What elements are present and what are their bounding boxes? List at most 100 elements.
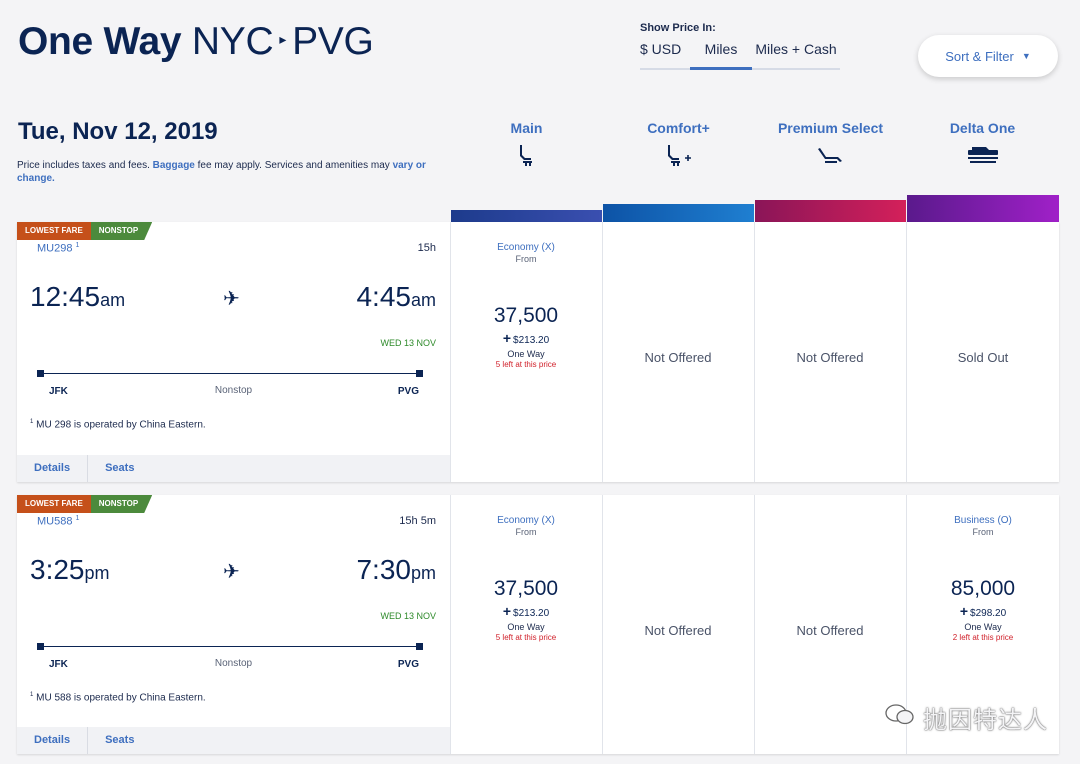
badge-nonstop: NONSTOP	[91, 222, 152, 240]
footnote-marker: 1	[30, 692, 34, 698]
cabin-bar-delta-one	[907, 195, 1059, 222]
route-arrow-icon: ▸	[279, 31, 287, 48]
departure-ampm: am	[100, 290, 126, 310]
departure-time-value: 3:25	[30, 554, 85, 585]
destination-airport: PVG	[397, 386, 419, 397]
arrival-time: 7:30pm	[356, 554, 436, 586]
details-link[interactable]: Details	[34, 462, 71, 474]
fare-status: Not Offered	[644, 350, 712, 365]
flight-number-text: MU298	[37, 242, 73, 255]
fare-from-label: From	[515, 527, 537, 537]
plus-icon: +	[959, 603, 969, 619]
fare-cell-comfort-plus: Not Offered	[602, 222, 753, 482]
flight-card: LOWEST FARE NONSTOP MU298 1 15h 12:45am …	[17, 222, 1059, 482]
details-link[interactable]: Details	[34, 734, 71, 746]
flight-duration: 15h	[417, 242, 436, 254]
flight-actions: Details Seats	[17, 727, 450, 754]
cabin-name: Main	[510, 120, 543, 136]
operated-by-text: MU 298 is operated by China Eastern.	[36, 419, 206, 431]
footnote-marker: 1	[75, 242, 80, 249]
fare-status: Not Offered	[644, 623, 712, 638]
cabin-header-premium-select[interactable]: Premium Select	[755, 120, 906, 172]
cabin-header-main[interactable]: Main	[451, 120, 602, 172]
sort-filter-label: Sort & Filter	[945, 48, 1014, 64]
stops-label: Nonstop	[214, 385, 253, 396]
arrival-time-value: 7:30	[356, 554, 411, 585]
fare-class: Economy (X)	[497, 242, 555, 253]
fare-tax-value: $213.20	[513, 335, 550, 346]
seats-link[interactable]: Seats	[105, 734, 135, 746]
badge-lowest-fare: LOWEST FARE	[17, 222, 91, 240]
flight-number-text: MU588	[37, 515, 73, 528]
arrival-ampm: pm	[410, 563, 436, 583]
badge-nonstop: NONSTOP	[91, 495, 152, 513]
departure-time-value: 12:45	[30, 281, 101, 312]
price-option-miles[interactable]: Miles	[690, 42, 752, 70]
arrival-ampm: am	[410, 290, 436, 310]
price-option-miles-cash[interactable]: Miles + Cash	[755, 41, 837, 57]
recliner-icon	[755, 144, 906, 172]
cabin-bar-main	[451, 210, 602, 222]
cabin-name: Premium Select	[777, 120, 884, 136]
cabin-name: Delta One	[949, 120, 1016, 136]
route-end-dot	[416, 370, 423, 377]
fare-tax-value: $213.20	[513, 608, 550, 619]
origin-code: NYC	[191, 20, 274, 63]
fare-cell-comfort-plus: Not Offered	[602, 495, 753, 754]
origin-airport: JFK	[49, 659, 68, 670]
route-start-dot	[37, 370, 44, 377]
cabin-header-comfort-plus[interactable]: Comfort+	[603, 120, 754, 172]
plus-icon: +	[502, 330, 512, 346]
price-option-usd[interactable]: $ USD	[640, 41, 682, 57]
fare-class: Business (O)	[954, 515, 1012, 526]
fare-trip-type: One Way	[507, 622, 545, 632]
plus-icon: +	[502, 603, 512, 619]
flight-number[interactable]: MU588 1	[37, 515, 79, 528]
stops-label: Nonstop	[214, 658, 253, 669]
airplane-icon: ✈	[223, 561, 240, 583]
fare-status: Not Offered	[796, 623, 864, 638]
price-disclaimer: Price includes taxes and fees. Baggage f…	[17, 159, 437, 185]
route-line	[37, 643, 423, 650]
seats-left-warning: 2 left at this price	[952, 633, 1014, 642]
operated-by-note: 1 MU 298 is operated by China Eastern.	[30, 419, 206, 430]
cabin-header-delta-one[interactable]: Delta One	[907, 120, 1058, 172]
fare-tax: + $213.20	[451, 603, 601, 619]
price-currency-toggle: Show Price In: $ USD Miles Miles + Cash	[640, 22, 840, 70]
flight-number[interactable]: MU298 1	[37, 242, 79, 255]
origin-airport: JFK	[49, 386, 68, 397]
cabin-name: Comfort+	[647, 120, 710, 136]
flight-summary[interactable]: LOWEST FARE NONSTOP MU298 1 15h 12:45am …	[17, 222, 450, 482]
fare-trip-type: One Way	[507, 349, 545, 359]
fare-status: Not Offered	[796, 350, 864, 365]
disclaimer-text: Price includes taxes and fees.	[17, 160, 153, 171]
sort-filter-button[interactable]: Sort & Filter ▼	[918, 35, 1058, 77]
seats-link[interactable]: Seats	[105, 462, 135, 474]
departure-ampm: pm	[84, 563, 110, 583]
fare-cell-main[interactable]: Economy (X) From 37,500 + $213.20 One Way…	[450, 222, 601, 482]
vary-change-link[interactable]: vary or change.	[17, 160, 426, 184]
fare-tax: + $213.20	[451, 330, 601, 346]
seat-icon	[451, 144, 602, 172]
departure-time: 3:25pm	[30, 554, 110, 586]
destination-code: PVG	[292, 20, 374, 63]
fare-cell-delta-one[interactable]: Business (O) From 85,000 + $298.20 One Wa…	[906, 495, 1059, 754]
fare-cell-main[interactable]: Economy (X) From 37,500 + $213.20 One Way…	[450, 495, 601, 754]
divider	[87, 455, 89, 482]
flight-summary[interactable]: LOWEST FARE NONSTOP MU588 1 15h 5m 3:25p…	[17, 495, 450, 754]
destination-airport: PVG	[397, 659, 419, 670]
watermark: 抛因特达人	[885, 700, 1048, 735]
fare-status: Sold Out	[957, 350, 1009, 365]
cabin-bar-comfort-plus	[603, 204, 754, 222]
departure-time: 12:45am	[30, 281, 125, 313]
fare-from-label: From	[515, 254, 537, 264]
badge-lowest-fare: LOWEST FARE	[17, 495, 91, 513]
trip-type: One Way	[18, 20, 182, 63]
fare-class: Economy (X)	[497, 515, 555, 526]
fare-cell-premium-select: Not Offered	[754, 222, 905, 482]
seat-plus-icon	[603, 144, 754, 172]
fare-cell-delta-one: Sold Out	[906, 222, 1059, 482]
divider	[87, 727, 89, 754]
fare-from-label: From	[972, 527, 994, 537]
baggage-link[interactable]: Baggage	[152, 160, 195, 171]
